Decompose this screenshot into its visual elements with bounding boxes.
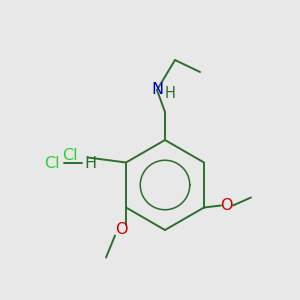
Text: Cl: Cl	[44, 155, 60, 170]
Text: H: H	[84, 155, 96, 170]
Text: O: O	[220, 198, 232, 213]
Text: H: H	[165, 85, 176, 100]
Text: O: O	[115, 222, 127, 237]
Text: Cl: Cl	[62, 148, 78, 163]
Text: N: N	[151, 82, 163, 98]
